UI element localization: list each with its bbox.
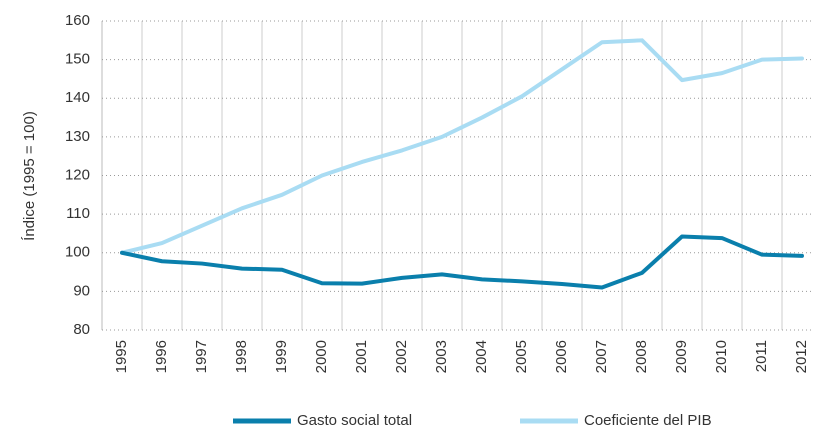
x-tick-label: 2001 — [353, 340, 370, 373]
x-tick-label: 2006 — [553, 340, 570, 373]
x-tick-label: 2007 — [593, 340, 610, 373]
x-tick-label: 2010 — [713, 340, 730, 373]
y-tick-label: 150 — [65, 51, 90, 68]
legend-label: Coeficiente del PIB — [584, 412, 712, 429]
y-tick-label: 100 — [65, 244, 90, 261]
x-tick-label: 2011 — [753, 340, 770, 372]
y-tick-label: 80 — [73, 321, 90, 338]
x-tick-label: 1995 — [113, 340, 130, 373]
legend-label: Gasto social total — [297, 412, 412, 429]
x-tick-label: 2002 — [393, 340, 410, 373]
y-axis-label: Índice (1995 = 100) — [21, 111, 38, 241]
y-tick-label: 90 — [73, 282, 90, 299]
x-tick-label: 2008 — [633, 340, 650, 373]
x-tick-label: 2005 — [513, 340, 530, 373]
x-tick-label: 2003 — [433, 340, 450, 373]
x-tick-label: 1997 — [193, 340, 210, 373]
series-line — [120, 38, 804, 255]
series-line — [120, 234, 804, 290]
x-tick-label: 1996 — [153, 340, 170, 373]
y-tick-label: 160 — [65, 12, 90, 29]
x-tick-label: 1999 — [273, 340, 290, 373]
x-tick-label: 1998 — [233, 340, 250, 373]
y-tick-label: 140 — [65, 89, 90, 106]
y-tick-label: 130 — [65, 128, 90, 145]
x-tick-label: 2009 — [673, 340, 690, 373]
x-tick-label: 2004 — [473, 340, 490, 373]
x-tick-label: 2000 — [313, 340, 330, 373]
y-tick-label: 110 — [66, 205, 90, 222]
y-tick-label: 120 — [65, 166, 90, 183]
x-tick-label: 2012 — [793, 340, 810, 373]
